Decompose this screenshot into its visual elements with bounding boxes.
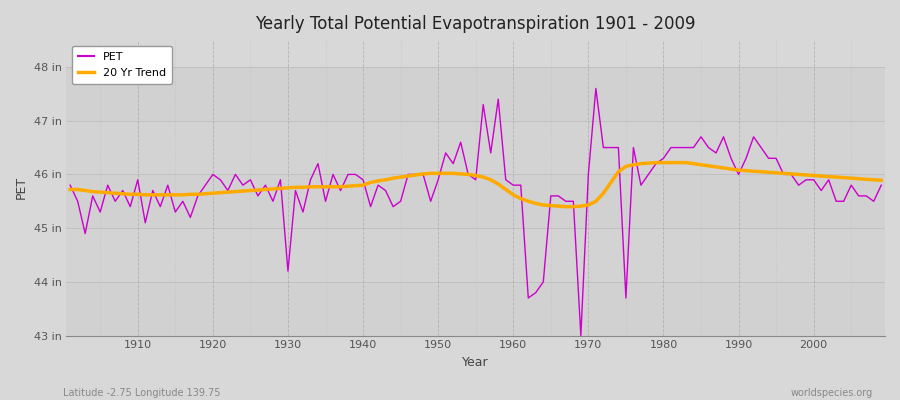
PET <box>500 177 511 182</box>
20 Yr Trend <box>651 160 661 165</box>
Line: PET: PET <box>70 88 881 336</box>
20 Yr Trend <box>508 192 518 197</box>
Bar <box>67 67 885 121</box>
Text: Latitude -2.75 Longitude 139.75: Latitude -2.75 Longitude 139.75 <box>63 388 220 398</box>
PET <box>613 145 624 150</box>
Bar <box>67 121 885 174</box>
20 Yr Trend <box>290 185 301 190</box>
X-axis label: Year: Year <box>463 356 489 369</box>
PET <box>590 86 601 91</box>
20 Yr Trend <box>65 187 76 192</box>
PET <box>335 188 346 193</box>
PET <box>508 183 518 188</box>
Title: Yearly Total Potential Evapotranspiration 1901 - 2009: Yearly Total Potential Evapotranspiratio… <box>256 15 696 33</box>
PET <box>876 183 886 188</box>
20 Yr Trend <box>500 187 511 192</box>
PET <box>575 333 586 338</box>
Line: 20 Yr Trend: 20 Yr Trend <box>70 162 881 207</box>
20 Yr Trend <box>125 192 136 197</box>
Bar <box>67 228 885 282</box>
Bar <box>67 174 885 228</box>
PET <box>65 183 76 188</box>
Text: worldspecies.org: worldspecies.org <box>791 388 873 398</box>
20 Yr Trend <box>876 178 886 183</box>
Legend: PET, 20 Yr Trend: PET, 20 Yr Trend <box>72 46 172 84</box>
20 Yr Trend <box>561 204 572 209</box>
20 Yr Trend <box>335 184 346 189</box>
20 Yr Trend <box>606 180 616 185</box>
Y-axis label: PET: PET <box>15 176 28 200</box>
Bar <box>67 282 885 336</box>
PET <box>125 204 136 209</box>
PET <box>290 188 301 193</box>
